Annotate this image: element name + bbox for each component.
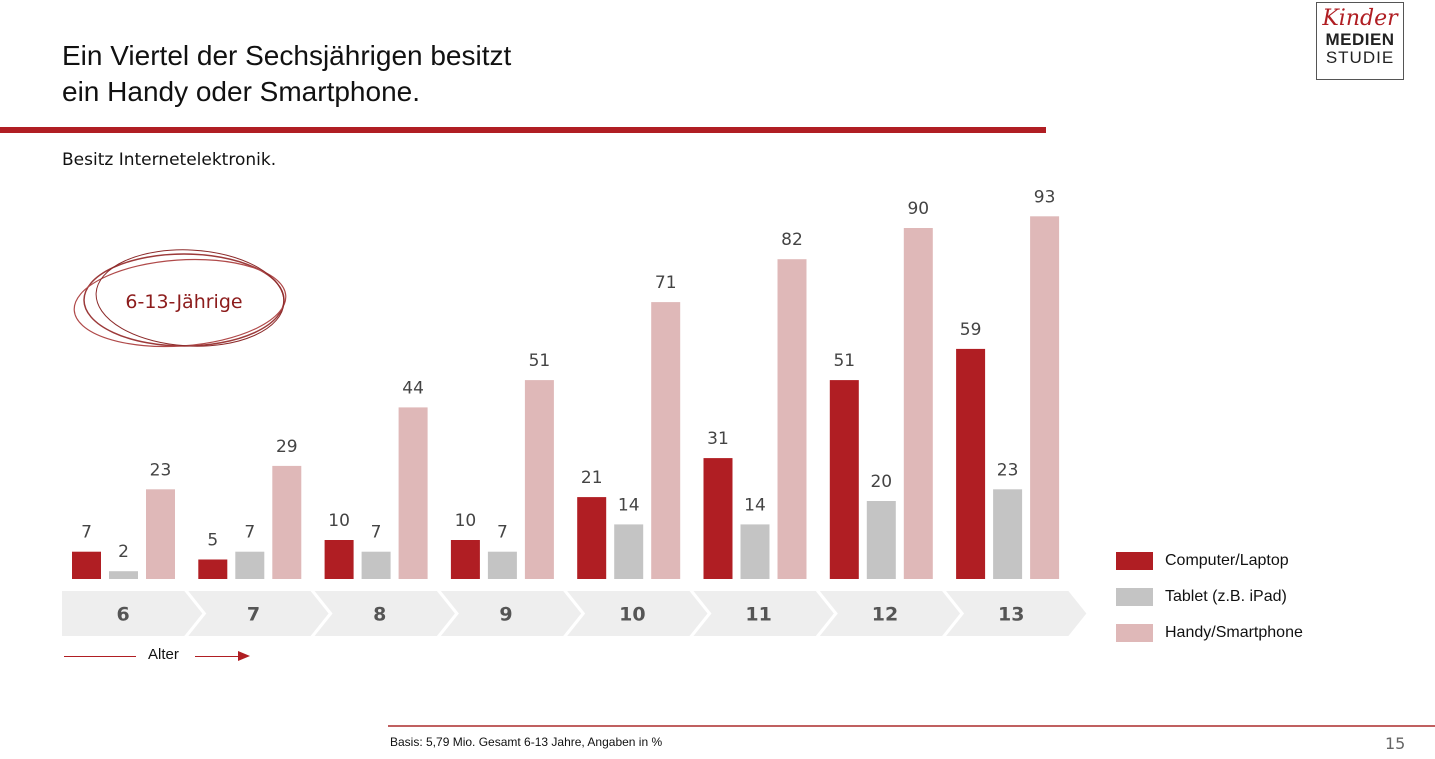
bar-tablet-11 (740, 524, 770, 579)
kindermedienstudie-logo: Kinder MEDIEN STUDIE (1316, 2, 1404, 80)
bar-computer-10 (577, 497, 607, 579)
data-label: 90 (907, 199, 929, 219)
page-number: 15 (1385, 734, 1406, 753)
bar-tablet-12 (866, 501, 896, 579)
data-label: 7 (371, 523, 382, 543)
legend-label-computer: Computer/Laptop (1165, 552, 1289, 569)
axis-label-text: Alter (148, 646, 179, 663)
age-chevron-11 (693, 591, 834, 636)
bar-tablet-8 (361, 551, 391, 579)
value-labels: 7 5 10 10 21 31 51 59 2 7 7 7 14 14 20 23 23 29 44 51 71 82 90… (81, 187, 1055, 562)
data-label: 82 (781, 230, 803, 250)
x-tick-label: 8 (373, 604, 386, 626)
title-line-2: ein Handy oder Smartphone. (62, 76, 420, 107)
data-label: 5 (207, 531, 218, 551)
bar-tablet-7 (235, 551, 265, 579)
age-chevron-13 (946, 591, 1087, 636)
legend-label-handy: Handy/Smartphone (1165, 624, 1303, 641)
bar-tablet-13 (993, 489, 1023, 579)
x-tick-label: 11 (745, 604, 771, 626)
bar-computer-7 (198, 559, 228, 579)
bar-tablet-6 (109, 571, 138, 579)
legend-swatch-handy (1116, 624, 1153, 642)
bar-computer-8 (324, 540, 354, 579)
x-tick-label: 10 (619, 604, 645, 626)
title-divider (0, 127, 1046, 133)
age-chevron-10 (567, 591, 708, 636)
bar-tablet-10 (614, 524, 644, 579)
bar-handy-13 (1030, 216, 1060, 580)
age-chevron-8 (314, 591, 455, 636)
bar-computer-9 (450, 540, 480, 579)
data-label: 93 (1034, 187, 1056, 207)
age-chevron-9 (440, 591, 582, 636)
bar-handy-7 (272, 465, 302, 579)
data-label: 23 (997, 460, 1019, 480)
bar-group (72, 216, 1060, 580)
data-label: 7 (81, 523, 92, 543)
chart-legend: Computer/Laptop Tablet (z.B. iPad) Handy… (1116, 543, 1303, 651)
bar-handy-6 (146, 489, 175, 579)
legend-swatch-computer (1116, 552, 1153, 570)
age-chevron-row: 6 7 8 9 10 11 12 13 (62, 591, 1087, 636)
bar-handy-12 (903, 228, 933, 579)
logo-studie: STUDIE (1325, 48, 1395, 67)
age-chevron-7 (188, 591, 329, 636)
data-label: 51 (529, 351, 551, 371)
chart-subtitle: Besitz Internetelektronik. (62, 150, 277, 170)
data-label: 7 (244, 523, 255, 543)
age-chevron-6 (62, 591, 203, 636)
data-label: 71 (655, 273, 677, 293)
data-label: 31 (707, 429, 729, 449)
data-label: 10 (328, 511, 350, 531)
bar-computer-11 (703, 458, 733, 579)
legend-item-computer: Computer/Laptop (1116, 543, 1303, 579)
x-tick-label: 12 (872, 604, 898, 626)
x-tick-label: 9 (499, 604, 512, 626)
title-line-1: Ein Viertel der Sechsjährigen besitzt (62, 40, 512, 71)
arrow-right-icon (238, 651, 250, 661)
bar-handy-10 (651, 302, 681, 579)
data-label: 14 (618, 495, 640, 515)
data-label: 51 (833, 351, 855, 371)
legend-label-tablet: Tablet (z.B. iPad) (1165, 588, 1287, 605)
bar-computer-13 (956, 348, 986, 579)
badge-ring-3 (95, 249, 285, 347)
age-group-badge: 6-13-Jährige (73, 249, 287, 348)
footnote: Basis: 5,79 Mio. Gesamt 6-13 Jahre, Anga… (390, 735, 663, 749)
data-label: 44 (402, 378, 424, 398)
legend-item-tablet: Tablet (z.B. iPad) (1116, 579, 1303, 615)
bar-computer-12 (829, 380, 859, 579)
data-label: 7 (497, 523, 508, 543)
age-axis-label: Alter (62, 645, 262, 665)
bar-computer-6 (72, 551, 101, 579)
axis-line-left (64, 656, 136, 657)
logo-kinder: Kinder (1322, 6, 1398, 31)
legend-swatch-tablet (1116, 588, 1153, 606)
data-label: 29 (276, 437, 298, 457)
footer-divider (388, 725, 1435, 727)
logo-medien: MEDIEN (1325, 30, 1395, 49)
data-label: 14 (744, 495, 766, 515)
age-chevron-12 (819, 591, 961, 636)
bar-handy-9 (524, 380, 554, 579)
bar-handy-8 (398, 407, 428, 579)
x-tick-label: 6 (117, 604, 130, 626)
x-tick-label: 7 (247, 604, 260, 626)
data-label: 2 (118, 542, 129, 562)
data-label: 23 (150, 460, 172, 480)
x-tick-label: 13 (998, 604, 1024, 626)
data-label: 20 (870, 472, 892, 492)
bar-handy-11 (777, 259, 807, 579)
bar-tablet-9 (487, 551, 517, 579)
axis-line-right (195, 656, 239, 657)
slide-title: Ein Viertel der Sechsjährigen besitzt ei… (62, 38, 511, 110)
data-label: 10 (455, 511, 477, 531)
data-label: 21 (581, 468, 603, 488)
badge-label: 6-13-Jährige (125, 291, 242, 313)
data-label: 59 (960, 320, 982, 340)
legend-item-handy: Handy/Smartphone (1116, 615, 1303, 651)
